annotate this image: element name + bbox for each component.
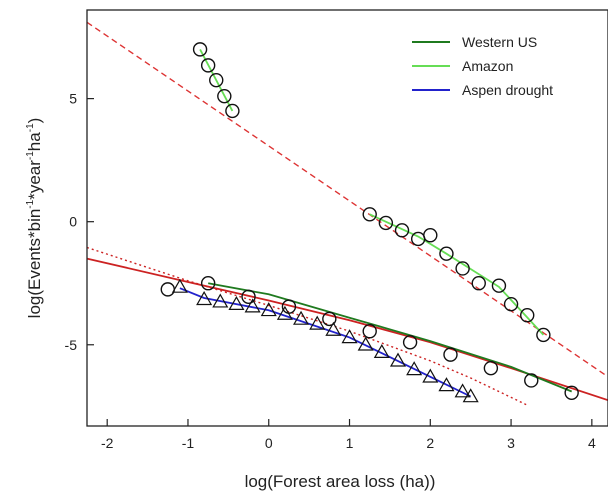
- y-tick-label: -5: [65, 337, 78, 353]
- fit-line-4: [208, 282, 573, 393]
- x-axis-title: log(Forest area loss (ha)): [245, 472, 436, 491]
- western-us-point: [483, 360, 499, 376]
- amazon-point: [362, 207, 377, 222]
- legend-label: Western US: [462, 34, 537, 50]
- amazon-point: [200, 58, 216, 73]
- y-tick-label: 5: [69, 91, 77, 107]
- western-us-point: [402, 335, 418, 350]
- x-tick-label: 2: [426, 435, 434, 451]
- aspen-drought-point: [212, 293, 229, 308]
- amazon-point: [491, 278, 507, 293]
- data-markers: [160, 42, 579, 403]
- amazon-point: [536, 327, 551, 343]
- aspen-drought-point: [171, 278, 188, 293]
- x-tick-label: -2: [101, 435, 114, 451]
- aspen-drought-point: [357, 336, 374, 351]
- plot-frame: [86, 9, 608, 427]
- amazon-point: [192, 42, 208, 57]
- aspen-drought-point: [341, 329, 358, 344]
- x-tick-label: -1: [182, 435, 195, 451]
- amazon-point: [471, 276, 486, 291]
- legend-label: Aspen drought: [462, 82, 553, 98]
- aspen-drought-point: [438, 377, 455, 392]
- aspen-drought-point: [422, 368, 439, 383]
- aspen-drought-point: [454, 383, 471, 398]
- western-us-point: [322, 311, 337, 327]
- aspen-drought-point: [260, 302, 277, 317]
- legend-label: Amazon: [462, 58, 513, 74]
- amazon-point: [394, 223, 410, 238]
- amazon-point: [225, 103, 240, 119]
- y-axis-title: log(Events*bin-1*year-1ha-1): [25, 118, 44, 319]
- aspen-drought-point: [389, 352, 407, 367]
- amazon-point: [503, 296, 519, 312]
- aspen-drought-point: [325, 321, 342, 336]
- x-tick-label: 4: [588, 435, 596, 451]
- western-us-point: [241, 289, 256, 304]
- x-tick-label: 3: [507, 435, 515, 451]
- legend: Western US Amazon Aspen drought: [412, 34, 553, 98]
- amazon-point: [520, 308, 535, 323]
- fit-line-6: [369, 213, 545, 336]
- western-us-point: [200, 276, 216, 291]
- amazon-point: [423, 228, 438, 243]
- aspen-drought-point: [373, 343, 390, 359]
- x-axis-ticks: -2 -1 0 1 2 3 4: [101, 419, 596, 451]
- western-us-point: [524, 373, 539, 388]
- aspen-drought-point: [196, 291, 213, 306]
- fit-line-3: [86, 257, 608, 402]
- aspen-drought-point: [244, 298, 261, 313]
- aspen-drought-point: [276, 305, 293, 320]
- amazon-point: [439, 246, 454, 261]
- aspen-drought-point: [406, 361, 423, 376]
- amazon-point: [209, 72, 224, 88]
- x-tick-label: 0: [265, 435, 273, 451]
- y-axis-ticks: -5 0 5: [65, 91, 94, 353]
- amazon-point: [217, 88, 232, 104]
- aspen-drought-point: [309, 315, 326, 330]
- x-tick-label: 1: [346, 435, 354, 451]
- amazon-point: [378, 215, 394, 231]
- amazon-point: [455, 261, 470, 276]
- aspen-drought-point: [228, 295, 245, 311]
- western-us-point: [443, 347, 458, 362]
- y-tick-label: 0: [69, 214, 77, 230]
- fit-line-7: [179, 287, 472, 398]
- western-us-point: [564, 385, 579, 400]
- aspen-drought-point: [293, 310, 310, 325]
- western-us-point: [362, 324, 377, 339]
- aspen-drought-point: [462, 388, 479, 403]
